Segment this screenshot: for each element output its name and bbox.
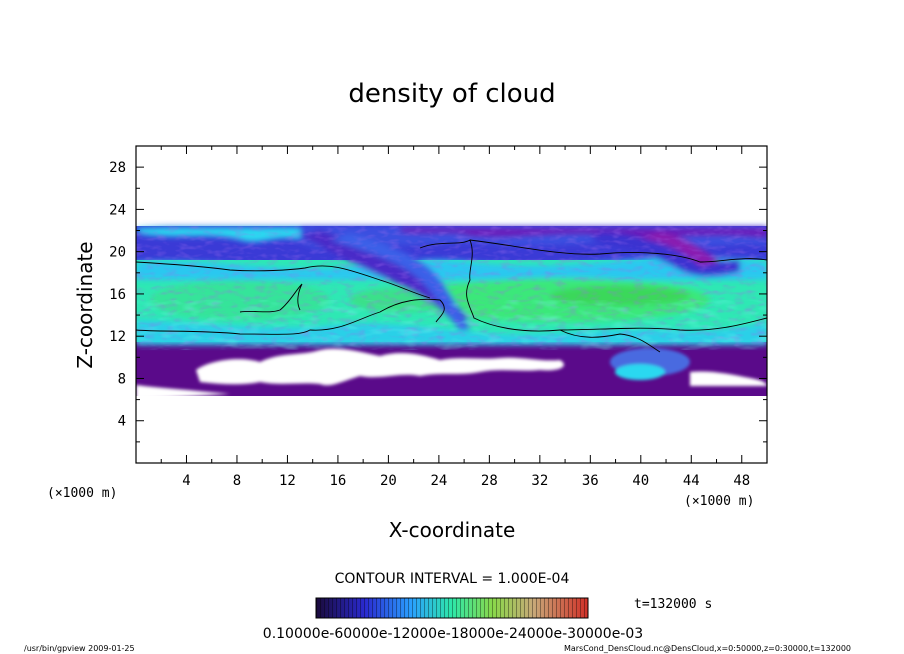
x-tick-label: 48 xyxy=(733,473,750,489)
x-axis-label: X-coordinate xyxy=(389,518,516,542)
y-tick-label: 12 xyxy=(109,329,126,345)
contour-lines xyxy=(136,239,767,353)
time-label: t=132000 s xyxy=(634,597,712,612)
x-tick-label: 4 xyxy=(182,473,190,489)
x-axis-ticks: 4 8 12 16 20 24 28 32 36 40 44 48 xyxy=(160,146,750,489)
y-axis-ticks: 4 8 12 16 20 24 28 xyxy=(109,160,767,443)
y-tick-label: 16 xyxy=(109,287,126,303)
contour-interval: CONTOUR INTERVAL = 1.000E-04 xyxy=(335,571,570,587)
x-tick-label: 40 xyxy=(632,473,649,489)
chart-title: density of cloud xyxy=(348,79,555,109)
x-tick-label: 32 xyxy=(531,473,548,489)
y-tick-label: 28 xyxy=(109,160,126,176)
footer-left: /usr/bin/gpview 2009-01-25 xyxy=(24,644,135,653)
y-tick-label: 4 xyxy=(118,414,126,430)
x-tick-label: 12 xyxy=(279,473,296,489)
x-tick-label: 16 xyxy=(329,473,346,489)
y-tick-label: 8 xyxy=(118,371,126,387)
y-tick-label: 20 xyxy=(109,245,126,261)
x-tick-label: 20 xyxy=(380,473,397,489)
colorbar xyxy=(315,597,589,619)
colorbar-labels: 0.10000e-60000e-12000e-18000e-24000e-300… xyxy=(263,626,643,642)
y-axis-unit: (×1000 m) xyxy=(47,486,117,501)
y-axis-label: Z-coordinate xyxy=(73,241,97,368)
x-tick-label: 24 xyxy=(430,473,447,489)
footer-right: MarsCond_DensCloud.nc@DensCloud,x=0:5000… xyxy=(564,644,851,653)
plot-frame xyxy=(135,145,768,464)
x-tick-label: 36 xyxy=(582,473,599,489)
x-tick-label: 28 xyxy=(481,473,498,489)
x-tick-label: 44 xyxy=(683,473,700,489)
y-tick-label: 24 xyxy=(109,202,126,218)
x-tick-label: 8 xyxy=(233,473,241,489)
cloud-density-field xyxy=(136,226,767,400)
x-axis-unit: (×1000 m) xyxy=(684,494,754,509)
